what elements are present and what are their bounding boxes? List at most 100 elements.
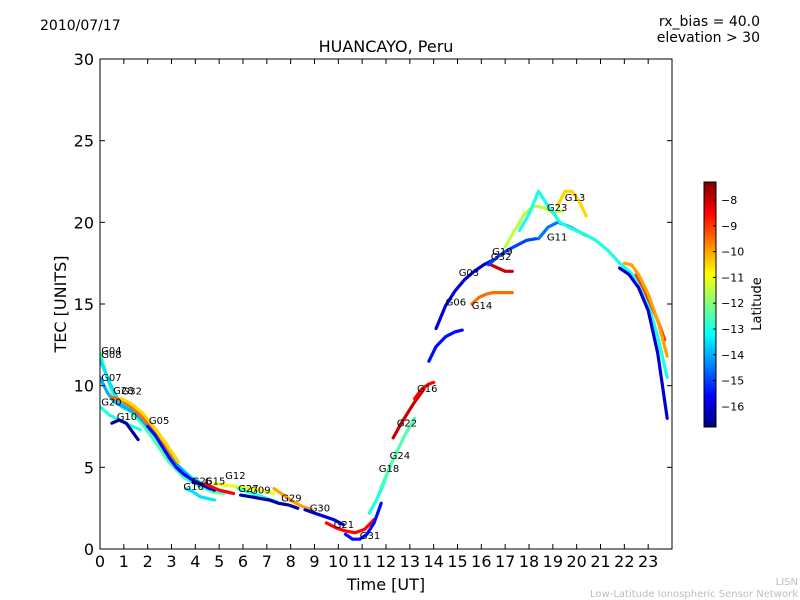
series-g12: [212, 482, 276, 496]
chart-title: HUANCAYO, Peru: [319, 37, 454, 56]
colorbar-label: Latitude: [750, 277, 765, 331]
sat-label-g15: G15: [205, 477, 225, 488]
x-tick-label: 10: [328, 552, 348, 571]
series-g09: [239, 493, 300, 510]
x-tick-label: 19: [543, 552, 563, 571]
colorbar-tick-label: −8: [721, 194, 737, 207]
sat-label-g32: G32: [491, 252, 511, 263]
y-tick-label: 25: [74, 132, 94, 151]
sat-label-g04: G04: [101, 346, 121, 357]
footer-network: Low-Latitude Ionospheric Sensor Network: [590, 589, 798, 600]
x-tick-label: 8: [286, 552, 296, 571]
sat-label-g18: G18: [379, 464, 399, 475]
series-g04: [100, 351, 226, 496]
sat-label-g24: G24: [390, 451, 410, 462]
colorbar-tick-label: −12: [721, 297, 744, 310]
series-g03: [434, 258, 495, 331]
sat-label-g19: G19: [492, 247, 512, 258]
series-g32: [119, 397, 181, 464]
footer-lisn: LISN: [775, 577, 798, 588]
series-g01: [517, 189, 669, 380]
sat-label-g20: G20: [101, 397, 121, 408]
x-tick-label: 3: [166, 552, 176, 571]
x-tick-label: 16: [471, 552, 491, 571]
sat-label-g16: G16: [183, 482, 203, 493]
series-g26: [191, 480, 216, 492]
series-g15: [203, 482, 236, 496]
sat-label-g08: G08: [101, 350, 121, 361]
colorbar-tick-label: −10: [721, 246, 744, 259]
colorbar-tick-label: −9: [721, 220, 737, 233]
y-tick-label: 30: [74, 50, 94, 69]
x-tick-label: 21: [590, 552, 610, 571]
series-g13: [555, 189, 588, 218]
axes: 0 1 2 3 4 5 6 7 8 9 10 11 12 13 14 15 16 17 18 19 20 21 22 2305…: [74, 50, 673, 571]
series-g10: [110, 418, 140, 442]
series-g21: [324, 517, 376, 535]
date-label: 2010/07/17: [40, 18, 121, 34]
x-axis-label: Time [UT]: [346, 575, 425, 594]
colorbar: −8 −9 −10 −11 −12 −13 −14 −15 −16: [703, 181, 744, 428]
x-tick-label: 7: [262, 552, 272, 571]
series-g31: [343, 501, 383, 541]
sat-label-g06: G06: [446, 298, 466, 309]
elevation-label: elevation > 30: [656, 30, 760, 46]
x-tick-label: 2: [143, 552, 153, 571]
series-g16b: [413, 380, 436, 401]
sat-label-g16: G16: [417, 384, 437, 395]
series-g19: [489, 263, 514, 273]
sat-label-g05: G05: [149, 416, 169, 427]
sat-label-g27: G27: [238, 484, 258, 495]
series-g14: [470, 291, 514, 306]
rx-bias-label: rx_bias = 40.0: [658, 14, 760, 30]
sat-label-g32: G32: [122, 387, 142, 398]
x-tick-label: 20: [566, 552, 586, 571]
sat-label-g07: G07: [101, 373, 121, 384]
series-g06: [427, 328, 464, 363]
colorbar-gradient: [703, 181, 717, 428]
x-tick-label: 0: [95, 552, 105, 571]
x-tick-label: 12: [376, 552, 396, 571]
x-tick-label: 17: [495, 552, 515, 571]
x-tick-label: 9: [309, 552, 319, 571]
series-g22: [391, 387, 426, 440]
x-tick-label: 4: [190, 552, 200, 571]
sat-label-g03: G03: [459, 268, 479, 279]
sat-label-g09: G09: [250, 486, 270, 497]
colorbar-tick-label: −15: [721, 375, 744, 388]
x-tick-label: 22: [614, 552, 634, 571]
x-tick-label: 13: [400, 552, 420, 571]
sat-label-g13: G13: [565, 193, 585, 204]
colorbar-tick-label: −13: [721, 323, 744, 336]
series-g29: [272, 487, 314, 512]
colorbar-tick-label: −11: [721, 271, 744, 284]
sat-label-g23: G23: [547, 203, 567, 214]
y-axis-label: TEC [UNITS]: [51, 256, 70, 354]
sat-label-g10: G10: [117, 412, 137, 423]
x-tick-label: 14: [423, 552, 443, 571]
y-tick-label: 15: [74, 295, 94, 314]
x-tick-label: 11: [352, 552, 372, 571]
x-tick-label: 23: [638, 552, 658, 571]
sat-label-g26: G26: [192, 477, 212, 488]
x-tick-label: 18: [519, 552, 539, 571]
series-g02: [617, 266, 669, 420]
series-g16: [184, 487, 216, 502]
sat-label-g11: G11: [547, 232, 567, 243]
x-tick-label: 5: [214, 552, 224, 571]
sat-label-g14: G14: [472, 301, 492, 312]
series-g32b: [486, 237, 538, 267]
series-g25: [622, 261, 669, 358]
sat-label-g21: G21: [334, 520, 354, 531]
series-g30: [303, 508, 345, 527]
sat-label-g30: G30: [310, 503, 330, 514]
sat-label-g31: G31: [360, 531, 380, 542]
colorbar-tick-label: −16: [721, 400, 744, 413]
y-tick-label: 0: [84, 540, 94, 559]
x-tick-label: 1: [119, 552, 129, 571]
sat-label-g28: G28: [113, 386, 133, 397]
sat-label-g12: G12: [225, 471, 245, 482]
colorbar-tick-label: −14: [721, 349, 744, 362]
